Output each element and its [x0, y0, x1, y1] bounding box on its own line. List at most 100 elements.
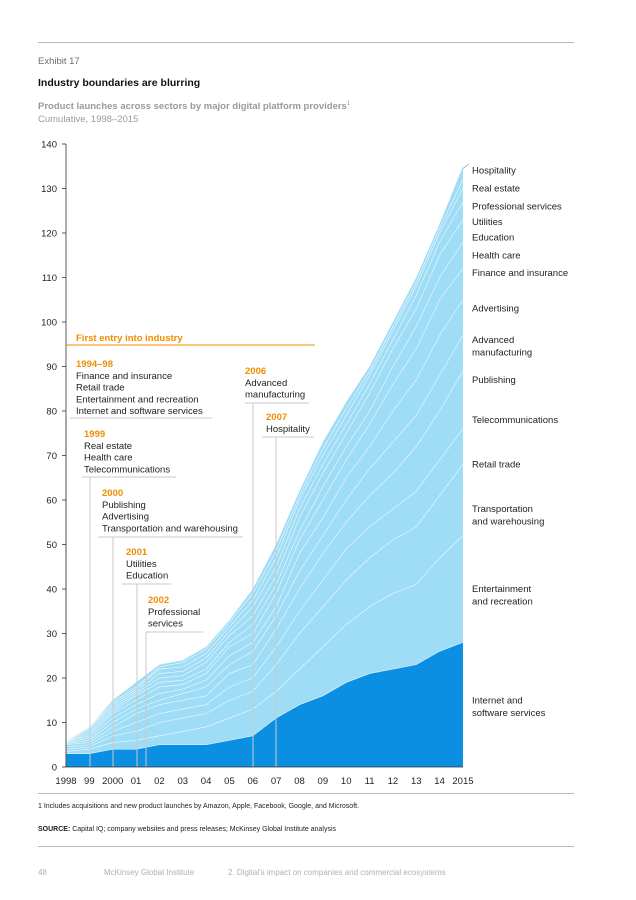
band-boundary-line: [66, 642, 464, 754]
y-tick-label: 80: [46, 407, 57, 418]
y-tick-label: 50: [46, 540, 57, 551]
series-label: Entertainment: [472, 584, 532, 595]
band-boundary-line: [65, 179, 464, 741]
annotation-header: First entry into industry: [76, 333, 183, 344]
annotation-year: 1999: [84, 429, 105, 440]
footnote: 1 Includes acquisitions and new product …: [38, 803, 360, 810]
annotation-year: 2006: [245, 366, 266, 377]
series-label: Advanced: [472, 335, 514, 346]
band-boundary-line: [65, 188, 464, 741]
annotation-industry: Advanced: [245, 378, 287, 389]
series-label: and warehousing: [472, 516, 544, 527]
series-label: Hospitality: [472, 166, 516, 177]
series-label: Finance and insurance: [472, 268, 568, 279]
hospitality-label-leader: [462, 163, 470, 169]
chart-subtitle-line2: Cumulative, 1998–2015: [38, 114, 139, 125]
band-boundary-line: [65, 201, 464, 742]
footer-rule: [38, 846, 574, 847]
y-tick-label: 130: [41, 184, 57, 195]
x-tick-label: 12: [388, 776, 399, 787]
annotation-industry: Real estate: [84, 441, 132, 452]
series-label: Advertising: [472, 304, 519, 315]
annotation-year: 2000: [102, 488, 123, 499]
x-tick-label: 09: [318, 776, 329, 787]
annotation-industry: manufacturing: [245, 390, 305, 401]
band-boundary-line: [65, 370, 464, 746]
x-tick-label: 11: [365, 776, 375, 787]
subtitle-text: Product launches across sectors by major…: [38, 101, 347, 113]
series-label: Health care: [472, 250, 521, 261]
annotation-industry: services: [148, 619, 183, 630]
x-tick-label: 01: [131, 776, 142, 787]
series-label: Publishing: [472, 375, 516, 386]
x-tick-label: 10: [341, 776, 352, 787]
top-rule: [38, 42, 574, 43]
x-tick-label: 04: [201, 776, 212, 787]
x-tick-label: 2015: [452, 776, 473, 787]
series-label: Professional services: [472, 201, 562, 212]
internet-software-services-area: [66, 642, 463, 767]
series-label: manufacturing: [472, 347, 532, 358]
band-boundary-line: [65, 241, 464, 742]
annotation-industry: Advertising: [102, 512, 149, 523]
x-tick-label: 14: [434, 776, 445, 787]
band-boundary-line: [65, 299, 464, 744]
y-tick-label: 0: [52, 763, 57, 774]
x-tick-label: 13: [411, 776, 422, 787]
annotation-year: 2002: [148, 595, 169, 606]
series-label: software services: [472, 708, 546, 719]
series-label: Retail trade: [472, 459, 521, 470]
annotation-industry: Hospitality: [266, 424, 310, 435]
series-label: and recreation: [472, 597, 533, 608]
band-boundary-line: [65, 464, 464, 750]
subtitle-footnote-mark: 1: [346, 101, 351, 107]
annotation-industry: Telecommunications: [84, 464, 170, 475]
series-label: Internet and: [472, 695, 523, 706]
x-tick-label: 03: [177, 776, 188, 787]
footer-section: 2. Digital's impact on companies and com…: [228, 868, 446, 877]
band-boundary-line: [65, 335, 464, 745]
band-boundary-line: [65, 219, 464, 742]
x-tick-label: 05: [224, 776, 235, 787]
annotation-industry: Utilities: [126, 559, 157, 570]
x-tick-label: 99: [84, 776, 95, 787]
source-text: Capital IQ; company websites and press r…: [70, 826, 337, 833]
series-label: Real estate: [472, 184, 520, 195]
y-tick-label: 30: [46, 629, 57, 640]
annotation-industry: Transportation and warehousing: [102, 523, 238, 534]
annotation-industry: Internet and software services: [76, 406, 203, 417]
bottom-rule: [38, 793, 574, 794]
y-tick-label: 60: [46, 496, 57, 507]
series-label: Utilities: [472, 217, 503, 228]
band-boundary-line: [65, 268, 464, 743]
footer-page-number: 48: [38, 868, 47, 877]
annotation-industry: Entertainment and recreation: [76, 394, 199, 405]
annotation-industry: Education: [126, 571, 168, 582]
x-tick-label: 02: [154, 776, 165, 787]
x-tick-label: 06: [248, 776, 259, 787]
y-tick-label: 120: [41, 229, 57, 240]
band-boundary-line: [65, 428, 464, 748]
band-boundary-line: [65, 535, 464, 752]
chart-subtitle: Product launches across sectors by major…: [38, 101, 350, 112]
annotation-year: 2007: [266, 412, 287, 423]
y-tick-label: 40: [46, 585, 57, 596]
source-label: SOURCE:: [38, 826, 71, 833]
source-note: SOURCE: Capital IQ; company websites and…: [38, 826, 336, 833]
footer-publisher: McKinsey Global Institute: [104, 868, 195, 877]
series-label: Transportation: [472, 504, 533, 515]
annotation-industry: Finance and insurance: [76, 371, 172, 382]
y-tick-label: 140: [41, 140, 57, 151]
annotation-industry: Health care: [84, 453, 133, 464]
y-tick-label: 90: [46, 362, 57, 373]
x-tick-label: 07: [271, 776, 282, 787]
x-tick-label: 2000: [102, 776, 123, 787]
annotation-year: 2001: [126, 547, 148, 558]
annotation-industry: Professional: [148, 607, 200, 618]
annotation-year: 1994–98: [76, 359, 113, 370]
y-tick-label: 20: [46, 674, 57, 685]
x-tick-label: 08: [294, 776, 305, 787]
series-label: Telecommunications: [472, 415, 558, 426]
y-tick-label: 70: [46, 451, 57, 462]
